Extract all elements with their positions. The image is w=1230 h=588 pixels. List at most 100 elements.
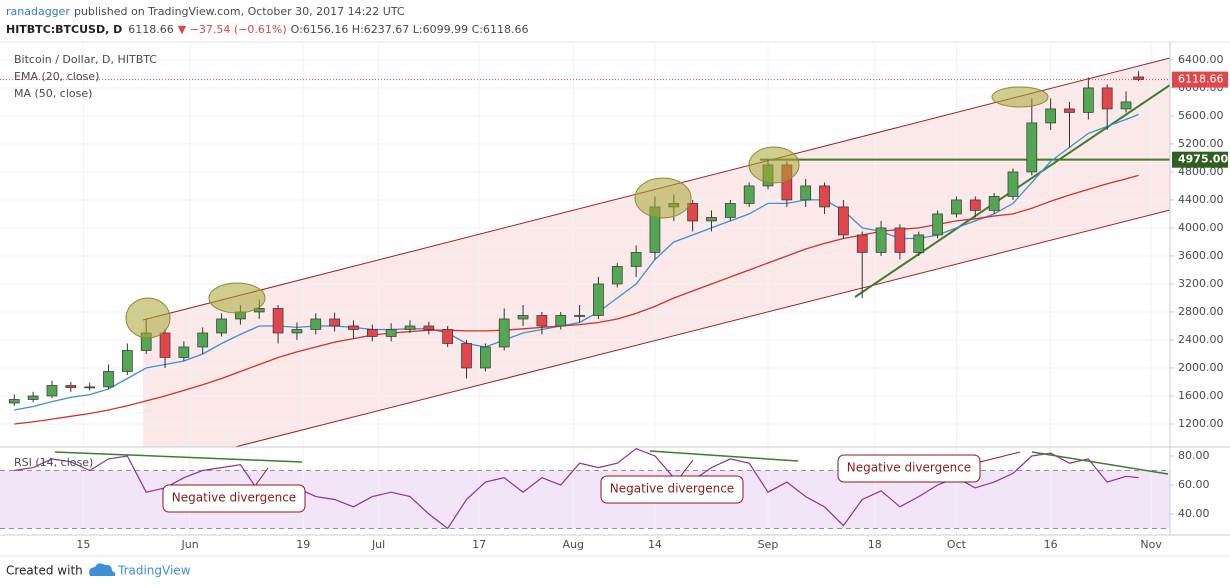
x-tick-label: Jul — [371, 538, 385, 551]
change: ▼ −37.54 (−0.61%) — [178, 23, 287, 36]
candle-body — [366, 329, 378, 337]
x-tick-label: 17 — [472, 538, 486, 551]
y-tick-label: 6400.00 — [1178, 53, 1224, 66]
candle-body — [517, 315, 529, 320]
candle-body — [8, 399, 20, 404]
callout-box — [600, 475, 744, 504]
x-tick-label: Oct — [947, 538, 967, 551]
candle-body — [498, 318, 510, 348]
callout-pointer — [979, 451, 1021, 463]
x-tick-label: 16 — [1044, 538, 1058, 551]
candle-body — [630, 252, 642, 267]
y-tick-label: 80.00 — [1178, 449, 1210, 462]
chart-title: Bitcoin / Dollar, D, HITBTC — [14, 53, 157, 66]
channel-lower — [234, 209, 1171, 448]
candle-body — [310, 318, 322, 330]
x-tick-label: 18 — [868, 538, 882, 551]
callout-box — [837, 454, 981, 483]
rsi-trendline — [649, 450, 799, 462]
callout-box — [162, 484, 306, 513]
legend-entry: EMA (20, close) — [14, 70, 99, 83]
candle-body — [743, 185, 755, 204]
candle-body — [932, 213, 943, 236]
candle-body — [103, 371, 114, 388]
x-tick-label: Sep — [758, 538, 779, 551]
y-tick-label: 1200.00 — [1178, 417, 1224, 430]
header-line: ranadagger published on TradingView.com, … — [6, 5, 405, 18]
candle-body — [423, 325, 435, 330]
annotation: Negative divergence — [847, 461, 971, 475]
highlight — [748, 146, 800, 184]
callout-pointer — [254, 467, 269, 487]
x-tick-label: 15 — [76, 538, 90, 551]
y-tick-label: 5600.00 — [1178, 109, 1224, 122]
candle-body — [27, 395, 39, 400]
candle-body — [1082, 87, 1094, 113]
candle-body — [819, 185, 830, 208]
y-tick-label: 5200.00 — [1178, 137, 1224, 150]
x-tick-label: Jun — [181, 538, 199, 551]
published: published on TradingView.com, October 30… — [74, 5, 405, 18]
candle-body — [178, 346, 190, 358]
y-tick-label: 2800.00 — [1178, 305, 1224, 318]
candle-body — [46, 385, 58, 397]
callout-pointer — [679, 459, 694, 478]
candle-body — [969, 199, 981, 211]
x-tick-label: 19 — [296, 538, 310, 551]
candle-body — [272, 308, 284, 334]
candle-body — [536, 315, 548, 327]
logo[interactable] — [89, 563, 116, 576]
candle-body — [1064, 108, 1075, 113]
annotation: Negative divergence — [172, 491, 296, 505]
highlight — [634, 177, 692, 219]
y-tick-label: 40.00 — [1178, 507, 1210, 520]
candle-body — [1133, 76, 1144, 80]
last-price-box — [1172, 71, 1228, 88]
rsi-trendline — [54, 451, 303, 463]
candle-body — [687, 203, 698, 222]
candle-body — [913, 234, 925, 253]
candle-body — [461, 343, 472, 369]
indicator-line — [14, 174, 1139, 425]
candle-body — [442, 329, 454, 344]
candle-body — [159, 332, 171, 358]
author[interactable]: ranadagger — [6, 5, 70, 18]
candle-body — [875, 227, 887, 253]
candle-body — [724, 203, 736, 218]
y-tick-label: 2400.00 — [1178, 333, 1224, 346]
candle-body — [856, 234, 868, 253]
legend-entry: MA (50, close) — [14, 87, 92, 100]
symbol-line: HITBTC:BTCUSD, D 6118.66 ▼ −37.54 (−0.61%)… — [6, 23, 528, 36]
highlight — [208, 282, 266, 314]
candle-body — [329, 318, 340, 327]
footer-brand[interactable]: TradingView — [117, 564, 191, 578]
candle-body — [1045, 108, 1057, 124]
x-tick-label: Nov — [1140, 538, 1162, 551]
candle-body — [555, 315, 567, 327]
level-label: 4975.00 — [1178, 153, 1228, 166]
candle-body — [611, 266, 623, 285]
level-box — [1172, 151, 1228, 168]
symbol: HITBTC:BTCUSD, D — [6, 23, 122, 36]
candle-body — [1007, 171, 1019, 197]
candle-body — [593, 283, 604, 316]
grid-layer — [0, 44, 1170, 535]
footer-text: Created with — [6, 564, 83, 578]
x-tick-label: Aug — [563, 538, 584, 551]
candle-body — [706, 217, 717, 222]
overlay: Negative divergence Negative divergence … — [54, 86, 1169, 513]
last-price-label: 6118.66 — [1178, 73, 1224, 86]
candle-body — [291, 329, 303, 334]
candle-body — [1026, 122, 1038, 173]
candle-body — [480, 346, 491, 369]
last: 6118.66 — [128, 23, 174, 36]
candle-body — [65, 385, 77, 388]
y-tick-label: 1600.00 — [1178, 389, 1224, 402]
candle-body — [951, 199, 962, 215]
x-tick-label: 14 — [648, 538, 662, 551]
y-tick-label: 3600.00 — [1178, 249, 1224, 262]
candle-body — [348, 325, 359, 330]
y-tick-label: 4400.00 — [1178, 193, 1224, 206]
y-tick-label: 2000.00 — [1178, 361, 1224, 374]
